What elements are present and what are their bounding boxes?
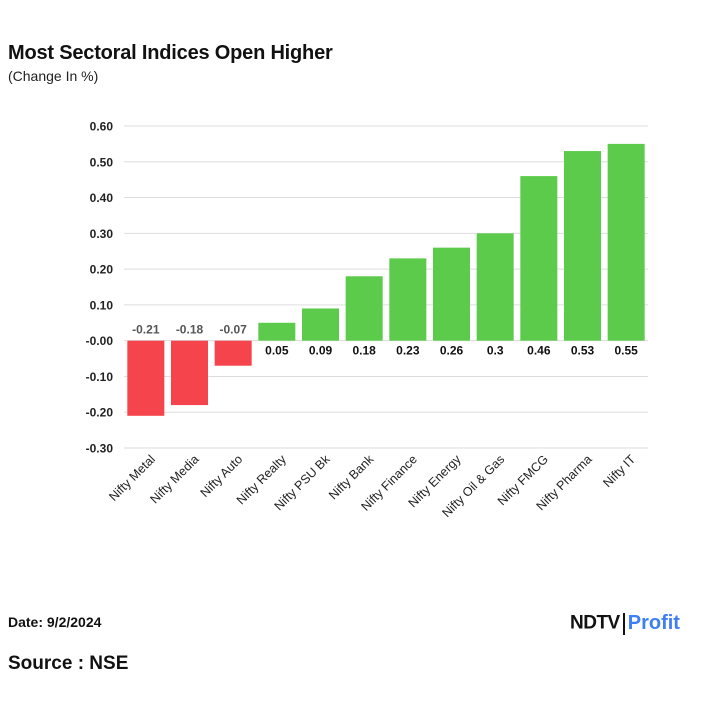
chart-title: Most Sectoral Indices Open Higher: [8, 42, 333, 64]
y-tick-label: -0.20: [86, 406, 114, 420]
bar: [345, 276, 383, 341]
bar: [607, 143, 645, 341]
data-label: 0.53: [571, 344, 595, 358]
data-label: -0.21: [132, 323, 160, 337]
bar: [258, 322, 296, 341]
bar: [564, 151, 601, 341]
bar: [433, 247, 470, 341]
y-tick-label: 0.60: [90, 120, 114, 134]
chart-subtitle: (Change In %): [8, 68, 99, 84]
logo-brand: NDTV: [570, 612, 620, 634]
source-label: Source : NSE: [8, 653, 129, 674]
data-label: 0.46: [527, 344, 551, 358]
data-label: 0.23: [396, 344, 420, 358]
y-tick-label: 0.20: [90, 263, 114, 277]
ndtv-profit-logo: NDTV Profit: [570, 612, 680, 640]
y-tick-label: 0.10: [90, 298, 114, 312]
date-label: Date: 9/2/2024: [8, 614, 102, 630]
bar: [127, 340, 165, 416]
y-tick-label: 0.40: [90, 191, 114, 205]
logo-divider: [622, 612, 625, 635]
y-tick-label: -0.30: [86, 442, 114, 456]
logo-product: Profit: [627, 612, 680, 634]
y-tick-label: 0.30: [90, 227, 114, 241]
y-tick-label: -0.00: [86, 334, 114, 348]
bar: [214, 340, 252, 366]
bar: [302, 308, 339, 341]
bar: [171, 340, 208, 406]
bar: [520, 176, 558, 341]
bar: [389, 258, 427, 341]
y-tick-label: 0.50: [90, 155, 114, 169]
data-label: 0.05: [265, 344, 289, 358]
y-tick-label: -0.10: [86, 370, 114, 384]
data-label: 0.55: [614, 344, 638, 358]
data-label: -0.07: [219, 323, 247, 337]
x-tick-label: Nifty IT: [600, 452, 638, 490]
data-label: 0.09: [309, 344, 333, 358]
data-label: 0.3: [487, 344, 504, 358]
data-label: 0.18: [352, 344, 376, 358]
data-label: 0.26: [440, 344, 464, 358]
bar-chart: 0.60 0.50 0.40 0.30 0.20 0.10 -0.00 -0.10 -0.20 -…: [86, 120, 648, 520]
data-label: -0.18: [176, 323, 204, 337]
bar: [476, 233, 514, 341]
